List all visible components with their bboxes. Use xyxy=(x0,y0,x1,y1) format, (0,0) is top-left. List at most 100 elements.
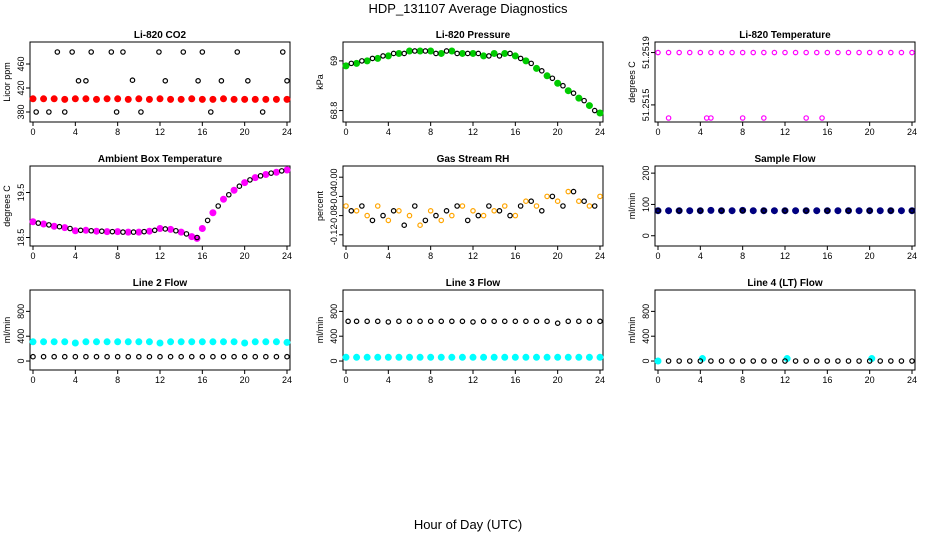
y-axis-label: degrees C xyxy=(627,61,637,103)
data-point xyxy=(71,339,79,347)
data-point xyxy=(103,95,111,103)
data-point xyxy=(665,49,672,56)
data-point xyxy=(427,318,434,325)
data-point xyxy=(61,338,69,346)
data-point xyxy=(188,353,195,360)
x-tick-label: 16 xyxy=(197,251,207,261)
data-point xyxy=(215,203,222,209)
data-point xyxy=(252,353,259,360)
data-point xyxy=(470,208,476,214)
y-tick-label: -0.12 xyxy=(329,225,339,246)
panel-title: Line 2 Flow xyxy=(133,278,188,289)
data-point xyxy=(575,94,583,102)
data-point xyxy=(782,49,788,56)
data-point xyxy=(129,77,136,84)
data-point xyxy=(496,53,503,59)
x-tick-label: 16 xyxy=(510,251,520,261)
data-point xyxy=(570,90,577,96)
data-point xyxy=(209,209,217,217)
data-point xyxy=(390,50,397,57)
data-point xyxy=(591,203,598,209)
data-point xyxy=(247,177,253,183)
data-point xyxy=(422,217,429,224)
data-point xyxy=(782,207,788,214)
x-tick-label: 24 xyxy=(282,251,292,261)
data-point xyxy=(348,208,355,214)
y-tick-label: 51.2519 xyxy=(641,36,651,69)
x-tick-label: 20 xyxy=(240,127,250,137)
data-point xyxy=(88,49,95,55)
data-point xyxy=(374,318,381,325)
data-point xyxy=(50,222,58,230)
data-point xyxy=(204,217,211,224)
panel-3: Ambient Box Temperature 0 4 8 12 16 20 24 18.5 19… xyxy=(2,154,292,261)
data-point xyxy=(761,358,767,364)
data-point xyxy=(135,228,143,236)
data-point xyxy=(88,227,95,234)
data-point xyxy=(75,78,82,84)
data-point xyxy=(29,218,37,226)
y-tick-label: 0 xyxy=(641,233,651,238)
y-tick-label: 380 xyxy=(16,104,26,119)
data-point xyxy=(145,227,153,235)
data-point xyxy=(283,338,291,346)
data-point xyxy=(729,358,735,364)
data-point xyxy=(523,318,529,325)
data-point xyxy=(29,338,37,346)
data-point xyxy=(523,198,529,205)
y-tick-label: -0.04 xyxy=(329,186,339,207)
panel-7: Line 3 Flow 0 4 8 12 16 20 24 0 400 800 ml/min xyxy=(315,278,605,385)
data-point xyxy=(104,353,110,360)
data-point xyxy=(909,207,915,214)
x-tick-label: 0 xyxy=(343,375,348,385)
y-axis-label: ml/min xyxy=(627,317,637,344)
data-point xyxy=(401,222,408,229)
data-point xyxy=(162,78,169,84)
data-point xyxy=(283,95,291,103)
data-point xyxy=(262,171,270,178)
data-point xyxy=(241,95,249,103)
data-point xyxy=(46,222,52,228)
data-point xyxy=(130,229,137,235)
data-point xyxy=(845,207,852,214)
data-point xyxy=(220,95,227,103)
x-tick-label: 12 xyxy=(780,127,790,137)
data-point xyxy=(194,234,200,241)
data-point xyxy=(50,95,58,103)
data-point xyxy=(124,338,132,346)
data-point xyxy=(486,53,492,59)
figure-xlabel: Hour of Day (UTC) xyxy=(413,517,523,532)
data-point xyxy=(438,217,445,224)
data-point xyxy=(72,353,79,360)
data-point xyxy=(257,173,264,179)
data-point xyxy=(813,358,820,364)
data-point xyxy=(676,207,682,214)
data-point xyxy=(581,198,587,205)
data-point xyxy=(554,320,561,326)
data-point xyxy=(554,79,562,87)
data-point xyxy=(533,318,540,325)
data-point xyxy=(33,109,39,115)
x-tick-label: 8 xyxy=(428,127,433,137)
data-point xyxy=(501,49,509,57)
data-point xyxy=(819,115,825,121)
data-point xyxy=(554,198,561,205)
data-point xyxy=(342,62,350,70)
data-point xyxy=(718,358,725,364)
data-point xyxy=(162,226,169,232)
data-point xyxy=(369,217,376,224)
x-tick-label: 8 xyxy=(428,375,433,385)
data-point xyxy=(564,87,572,95)
data-point xyxy=(395,49,403,57)
data-point xyxy=(803,49,809,56)
data-point xyxy=(501,318,508,325)
data-point xyxy=(61,95,69,103)
x-tick-label: 0 xyxy=(343,251,348,261)
data-point xyxy=(35,220,42,226)
data-point xyxy=(591,107,598,114)
panel-title: Ambient Box Temperature xyxy=(98,154,223,165)
data-point xyxy=(448,47,456,55)
y-axis-label: Licor ppm xyxy=(2,62,12,102)
y-tick-label: 800 xyxy=(641,304,651,319)
